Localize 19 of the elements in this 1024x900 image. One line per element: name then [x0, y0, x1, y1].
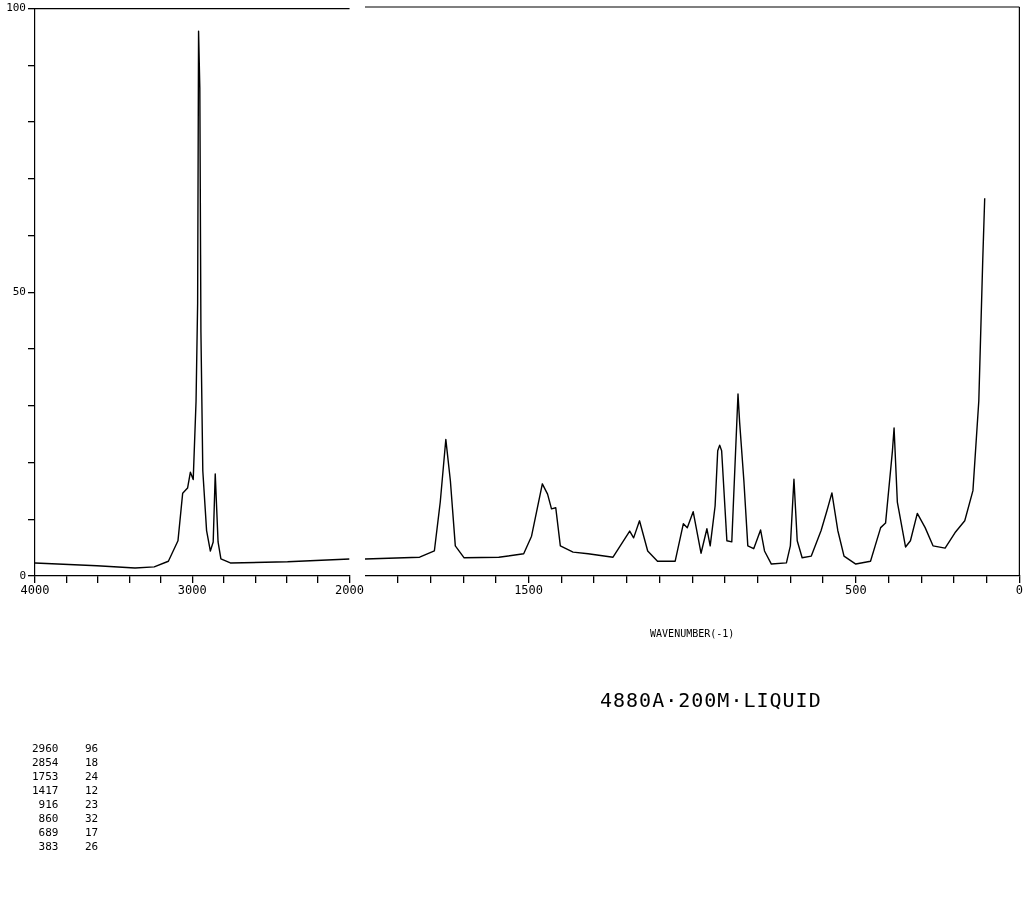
x-tick-label: 1500	[514, 583, 544, 598]
x-tick-label: 3000	[177, 583, 207, 598]
x-tick-label: 2000	[335, 583, 364, 598]
y-tick-label: 0	[19, 568, 26, 582]
text: 2960 96	[32, 742, 99, 755]
text: 860 32	[38, 812, 99, 825]
text: 2854 18	[32, 756, 99, 769]
text: 916 23	[38, 798, 99, 811]
y-tick-label: 50	[12, 285, 26, 299]
x-axis-title: WAVENUMBER(-1)	[650, 627, 735, 639]
y-tick-label: 100	[6, 1, 26, 15]
x-tick-label: 4000	[20, 583, 50, 598]
x-tick-label: 0	[1015, 583, 1023, 598]
text: 4880A·200M·LIQUID	[600, 688, 822, 712]
text: 1417 12	[32, 784, 99, 797]
x-tick-label: 500	[844, 583, 867, 598]
text: 383 26	[38, 840, 99, 853]
text: 689 17	[38, 826, 99, 839]
text: 1753 24	[32, 770, 99, 783]
